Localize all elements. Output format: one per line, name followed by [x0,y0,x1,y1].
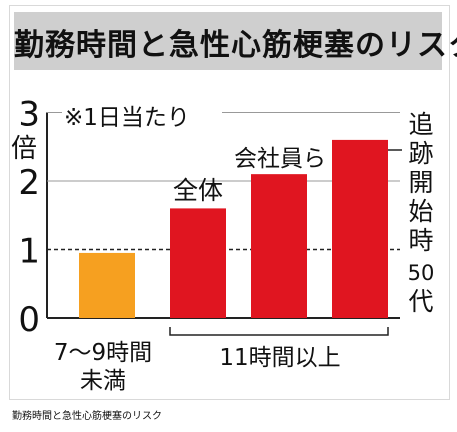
unit-note: ※1日当たり [64,105,190,131]
group-label: 11時間以上 [219,345,340,371]
vertical-label-background [402,108,442,326]
category-label-char: 時 [408,226,433,255]
bar-4 [332,139,388,318]
y-tick-label: 1 [18,232,40,272]
category-label: 全体 [173,176,223,205]
group-bracket [169,327,389,336]
y-unit-label: 倍 [11,134,37,164]
y-tick-label: 0 [18,300,40,340]
bar-2 [170,208,226,318]
category-label: 未満 [80,368,126,394]
category-label-char: 代 [408,287,433,316]
y-tick-label: 3 [18,95,40,135]
category-label-char: 追 [408,110,433,139]
category-label-char: 開 [408,168,433,197]
category-label: 7～9時間 [54,340,152,366]
title-bar: 勤務時間と急性心筋梗塞のリスク [14,12,457,70]
category-label-char: 始 [408,197,433,226]
category-label: 会社員ら [234,146,326,172]
category-label-char: 50 [408,261,435,285]
chart-title: 勤務時間と急性心筋梗塞のリスク [14,28,457,63]
bar-3 [251,174,307,318]
bar-1 [79,252,135,318]
y-tick-label: 2 [18,163,40,203]
note-background [62,100,222,130]
category-label-char: 跡 [408,139,433,168]
image-caption: 勤務時間と急性心筋梗塞のリスク [12,411,162,422]
